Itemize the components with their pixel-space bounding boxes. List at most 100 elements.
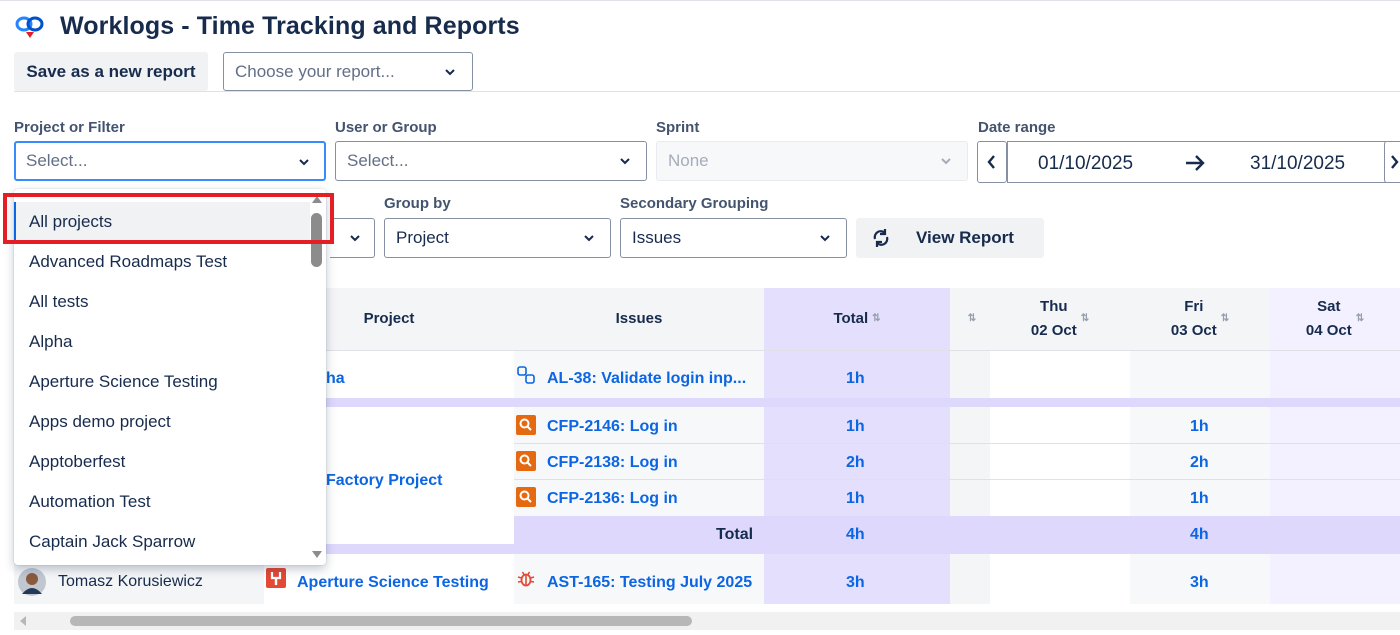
- issue-type-search-icon: [516, 487, 536, 507]
- date-prev-button[interactable]: [977, 141, 1007, 183]
- dropdown-option[interactable]: Apptoberfest: [29, 452, 126, 471]
- view-report-label: View Report: [916, 228, 1014, 247]
- sort-icon: ⇅: [1355, 313, 1365, 324]
- chevron-down-icon: [350, 235, 360, 242]
- dropdown-option[interactable]: Aperture Science Testing: [29, 372, 218, 391]
- group-by-select[interactable]: Project: [384, 218, 611, 258]
- save-new-report-button[interactable]: Save as a new report: [14, 52, 208, 91]
- dropdown-option[interactable]: Advanced Roadmaps Test: [29, 252, 228, 271]
- chevron-right-icon: [1391, 155, 1399, 169]
- issue-type-search-icon: [516, 451, 536, 471]
- horizontal-scroll-thumb[interactable]: [70, 616, 692, 626]
- col-header-fri-label: Fri 03 Oct: [1171, 295, 1217, 343]
- chevron-down-icon: [941, 158, 951, 165]
- date-from[interactable]: 01/10/2025: [1038, 153, 1134, 174]
- col-day-sat: Sat: [1317, 298, 1341, 315]
- col-header-project-label: Project: [363, 310, 415, 327]
- issue-link[interactable]: AL-38: Validate login inp...: [547, 370, 747, 387]
- group-by-value: Project: [396, 228, 449, 247]
- col-header-sat-label: Sat 04 Oct: [1306, 295, 1352, 343]
- issue-link[interactable]: CFP-2136: Log in: [547, 490, 678, 507]
- chevron-down-icon: [820, 235, 830, 242]
- col-header-total[interactable]: Total ⇅: [764, 288, 950, 350]
- page-title: Worklogs - Time Tracking and Reports: [60, 12, 520, 40]
- scroll-down-icon[interactable]: [311, 550, 323, 559]
- issue-type-search-icon: [516, 415, 536, 435]
- col-header-wed[interactable]: ⇅: [950, 288, 990, 350]
- sprint-label: Sprint: [656, 119, 700, 136]
- total-value: 2h: [846, 454, 865, 471]
- dropdown-scrollbar[interactable]: [310, 189, 326, 565]
- project-filter-select[interactable]: Select...: [14, 141, 326, 181]
- dropdown-option[interactable]: All tests: [29, 292, 89, 311]
- fri-value: 2h: [1190, 454, 1209, 471]
- sort-icon: ⇅: [872, 313, 881, 324]
- total-value: 3h: [846, 574, 865, 591]
- subtask-icon: [517, 366, 535, 384]
- group-total-value: 4h: [846, 526, 865, 543]
- date-range-label: Date range: [978, 119, 1056, 136]
- col-header-issues[interactable]: Issues: [514, 288, 764, 350]
- issue-link[interactable]: CFP-2138: Log in: [547, 454, 678, 471]
- total-value: 1h: [846, 370, 865, 387]
- chevron-down-icon: [620, 158, 630, 165]
- fri-value: 1h: [1190, 418, 1209, 435]
- group-total-label: Total: [716, 526, 754, 543]
- project-dropdown-menu[interactable]: All projects Advanced Roadmaps Test All …: [14, 189, 326, 565]
- project-link[interactable]: ha: [326, 370, 345, 387]
- project-filter-label: Project or Filter: [14, 119, 125, 136]
- total-value: 1h: [846, 418, 865, 435]
- dropdown-option[interactable]: Alpha: [29, 332, 73, 351]
- sort-icon: ⇅: [1220, 313, 1230, 324]
- col-header-thu[interactable]: Thu 02 Oct ⇅: [990, 288, 1130, 350]
- col-date-sat: 04 Oct: [1305, 322, 1352, 339]
- choose-report-placeholder: Choose your report...: [235, 61, 395, 81]
- dropdown-option-all-projects[interactable]: All projects: [14, 202, 310, 242]
- fri-value: 3h: [1190, 574, 1209, 591]
- view-report-button[interactable]: View Report: [856, 218, 1044, 258]
- project-link[interactable]: Factory Project: [326, 472, 443, 489]
- avatar: [18, 568, 46, 596]
- secondary-grouping-value: Issues: [632, 228, 682, 247]
- highlight-annotation: [3, 193, 334, 244]
- chevron-down-icon: [445, 69, 455, 76]
- user-group-label: User or Group: [335, 119, 437, 136]
- dropdown-option[interactable]: Apps demo project: [29, 412, 171, 431]
- col-day-thu: Thu: [1040, 298, 1068, 315]
- col-date-fri: 03 Oct: [1170, 322, 1217, 339]
- hidden-filter-select[interactable]: [330, 218, 375, 258]
- app-logo-icon: [15, 16, 44, 38]
- issue-link[interactable]: CFP-2146: Log in: [547, 418, 678, 435]
- date-range-input[interactable]: 01/10/2025 31/10/2025: [1007, 141, 1386, 183]
- col-header-sat[interactable]: Sat 04 Oct ⇅: [1270, 288, 1400, 350]
- arrow-right-icon: [1186, 155, 1205, 171]
- col-date-thu: 02 Oct: [1030, 322, 1077, 339]
- project-filter-value: Select...: [26, 151, 88, 170]
- sort-icon: ⇅: [967, 313, 977, 324]
- chevron-down-icon: [584, 235, 594, 242]
- refresh-icon: [873, 229, 889, 247]
- chevron-left-icon: [987, 155, 995, 169]
- dropdown-option[interactable]: Captain Jack Sparrow: [29, 532, 196, 551]
- user-group-select[interactable]: Select...: [335, 141, 647, 181]
- secondary-grouping-label: Secondary Grouping: [620, 195, 769, 212]
- group-total-fri-value: 4h: [1190, 526, 1209, 543]
- issue-link[interactable]: AST-165: Testing July 2025: [547, 574, 753, 591]
- dropdown-option[interactable]: Automation Test: [29, 492, 151, 511]
- chevron-down-icon: [299, 159, 309, 166]
- col-day-fri: Fri: [1184, 298, 1204, 315]
- choose-report-select[interactable]: Choose your report...: [223, 52, 473, 91]
- col-header-fri[interactable]: Fri 03 Oct ⇅: [1130, 288, 1270, 350]
- scroll-left-icon[interactable]: [18, 615, 28, 627]
- project-link[interactable]: Aperture Science Testing: [297, 574, 489, 591]
- fri-value: 1h: [1190, 490, 1209, 507]
- user-name: Tomasz Korusiewicz: [58, 573, 203, 590]
- date-to[interactable]: 31/10/2025: [1250, 153, 1346, 174]
- date-next-button[interactable]: [1384, 141, 1400, 183]
- group-by-label: Group by: [384, 195, 451, 212]
- secondary-grouping-select[interactable]: Issues: [620, 218, 847, 258]
- user-group-value: Select...: [347, 151, 409, 170]
- scroll-up-icon[interactable]: [311, 195, 323, 204]
- bug-icon: [517, 571, 535, 587]
- sprint-select: None: [656, 141, 968, 181]
